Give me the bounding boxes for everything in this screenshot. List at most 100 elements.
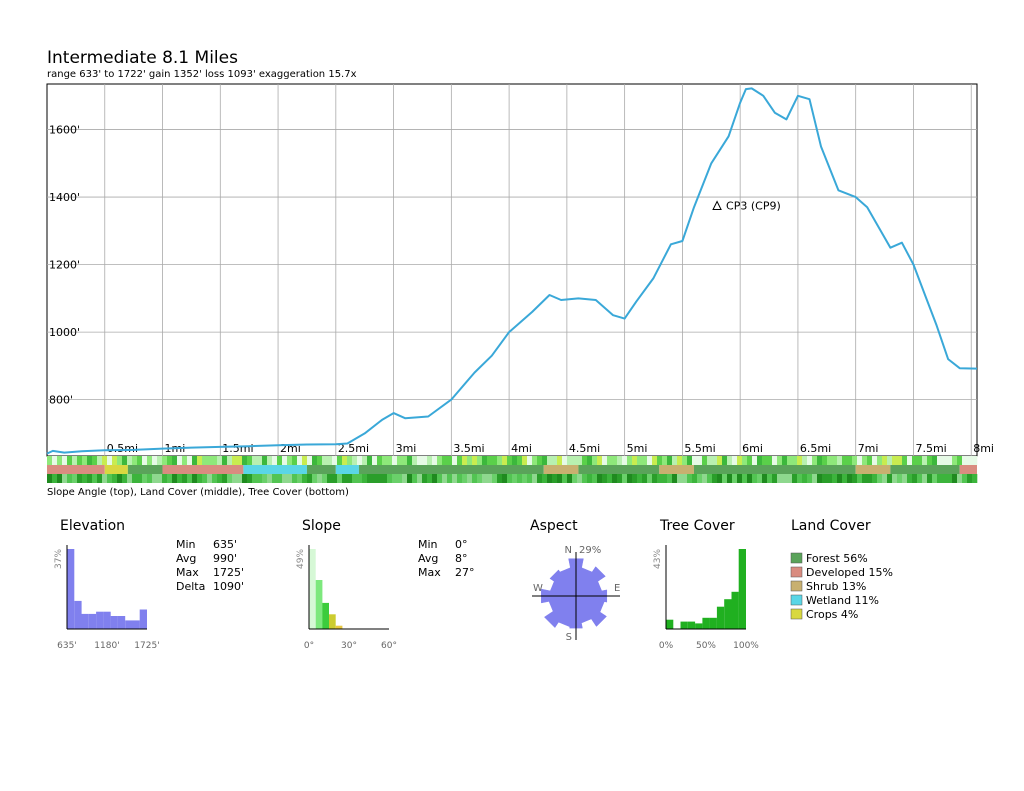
slope-strip-cell [302, 456, 308, 465]
slope-strip-cell [102, 456, 108, 465]
slope-strip-cell [547, 456, 553, 465]
x-tick-label: 5mi [627, 442, 648, 455]
tree-cover-strip-cell [567, 474, 573, 483]
slope-strip-cell [262, 456, 268, 465]
x-tick-label: 1mi [165, 442, 186, 455]
tree-cover-strip-cell [297, 474, 303, 483]
histogram-x-tick-label: 0% [659, 641, 674, 651]
slope-strip-cell [637, 456, 643, 465]
slope-strip-cell [792, 456, 798, 465]
tree-cover-strip-cell [352, 474, 358, 483]
tree-cover-strip-cell [952, 474, 958, 483]
slope-strip-cell [57, 456, 63, 465]
histogram-bar [110, 616, 118, 629]
slope-strip-cell [47, 456, 53, 465]
tree-cover-strip-cell [732, 474, 738, 483]
slope-strip-cell [567, 456, 573, 465]
slope-strip-cell [857, 456, 863, 465]
slope-strip-cell [322, 456, 328, 465]
slope-strip-cell [107, 456, 113, 465]
tree-cover-strip-cell [82, 474, 88, 483]
slope-strip-cell [627, 456, 633, 465]
slope-strip-cell [707, 456, 713, 465]
tree-cover-strip-cell [52, 474, 58, 483]
slope-strip-cell [237, 456, 243, 465]
tree-cover-strip-cell [222, 474, 228, 483]
x-tick-label: 8mi [973, 442, 994, 455]
histogram-bar [67, 549, 75, 629]
stat-value: 635' [213, 538, 237, 551]
slope-strip-cell [352, 456, 358, 465]
slope-strip-cell [62, 456, 68, 465]
slope-strip-cell [217, 456, 223, 465]
slope-strip-cell [477, 456, 483, 465]
strip-caption: Slope Angle (top), Land Cover (middle), … [47, 487, 349, 498]
tree-cover-strip-cell [967, 474, 973, 483]
tree-cover-strip-cell [707, 474, 713, 483]
slope-strip-cell [97, 456, 103, 465]
tree-cover-strip-cell [792, 474, 798, 483]
slope-strip-cell [117, 456, 123, 465]
tree-cover-strip-cell [422, 474, 428, 483]
slope-strip-cell [212, 456, 218, 465]
slope-strip-cell [502, 456, 508, 465]
tree-cover-strip-cell [797, 474, 803, 483]
slope-strip-cell [767, 456, 773, 465]
tree-cover-strip-cell [467, 474, 473, 483]
histogram-x-tick-label: 30° [341, 641, 357, 651]
tree-cover-strip-cell [412, 474, 418, 483]
tree-cover-strip-cell [492, 474, 498, 483]
slope-strip-cell [882, 456, 888, 465]
tree-cover-strip-cell [677, 474, 683, 483]
tree-cover-strip-cell [162, 474, 168, 483]
legend-swatch [790, 608, 803, 620]
tree-cover-strip-cell [882, 474, 888, 483]
tree-cover-strip-cell [327, 474, 333, 483]
slope-strip-cell [282, 456, 288, 465]
stat-label: Delta [176, 580, 205, 593]
slope-strip-cell [287, 456, 293, 465]
slope-strip-cell [342, 456, 348, 465]
slope-strip-cell [912, 456, 918, 465]
x-tick-label: 1.5mi [222, 442, 253, 455]
tree-cover-strip-cell [822, 474, 828, 483]
slope-strip-cell [832, 456, 838, 465]
slope-strip-cell [512, 456, 518, 465]
slope-strip-cell [542, 456, 548, 465]
tree-cover-strip-cell [507, 474, 513, 483]
tree-cover-strip-cell [762, 474, 768, 483]
slope-strip-cell [647, 456, 653, 465]
slope-strip-cell [162, 456, 168, 465]
slope-strip-cell [842, 456, 848, 465]
slope-strip-cell [602, 456, 608, 465]
slope-strip-cell [487, 456, 493, 465]
tree-cover-strip-cell [382, 474, 388, 483]
slope-strip-cell [407, 456, 413, 465]
slope-strip-cell [782, 456, 788, 465]
tree-cover-strip-cell [187, 474, 193, 483]
slope-strip-cell [242, 456, 248, 465]
histogram-x-tick-label: 1725' [134, 641, 159, 651]
slope-strip-cell [467, 456, 473, 465]
slope-strip-cell [532, 456, 538, 465]
plot-frame [46, 83, 978, 457]
slope-strip-cell [292, 456, 298, 465]
slope-strip-cell [452, 456, 458, 465]
slope-strip-cell [167, 456, 173, 465]
slope-strip-cell [157, 456, 163, 465]
tree-cover-strip-cell [847, 474, 853, 483]
tree-cover-strip-cell [497, 474, 503, 483]
legend-label: Crops 4% [806, 608, 858, 621]
slope-strip-cell [147, 456, 153, 465]
slope-strip-cell [762, 456, 768, 465]
panel-title: Land Cover [791, 518, 871, 534]
slope-strip-cell [737, 456, 743, 465]
slope-strip-cell [727, 456, 733, 465]
slope-strip-cell [642, 456, 648, 465]
tree-cover-strip-cell [87, 474, 93, 483]
slope-strip-cell [517, 456, 523, 465]
slope-strip-cell [907, 456, 913, 465]
slope-strip-cell [192, 456, 198, 465]
histogram-bar [309, 549, 316, 629]
tree-cover-strip-cell [182, 474, 188, 483]
